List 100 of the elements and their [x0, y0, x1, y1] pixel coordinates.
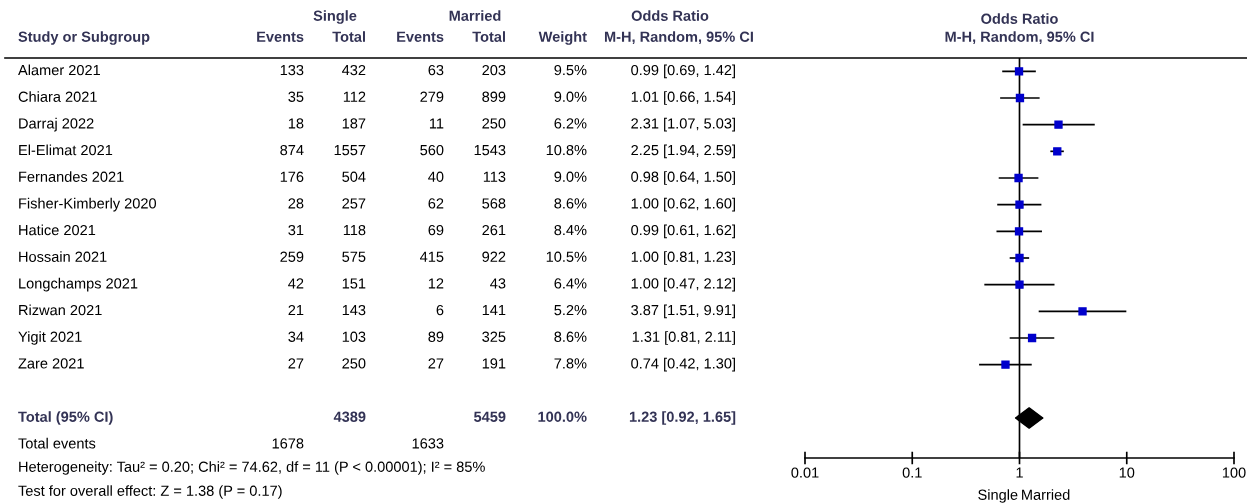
text: 4389: [333, 411, 366, 422]
text: 9.5%: [554, 64, 587, 76]
text: 141: [482, 305, 506, 316]
category-label: Events: [397, 31, 444, 42]
text: 18: [288, 118, 304, 129]
category-label: El-Elimat 2021: [19, 144, 113, 156]
text: Odds Ratio: [631, 10, 709, 21]
text: 12: [428, 278, 444, 289]
text: 6.2%: [554, 118, 587, 129]
text: 0.98 [0.64, 1.50]: [631, 171, 735, 185]
text: 0.74 [0.42, 1.30]: [631, 357, 735, 372]
text: 1678: [272, 438, 304, 449]
text: Single: [313, 10, 357, 24]
text: 6: [436, 304, 444, 316]
text: 10.5%: [546, 251, 587, 262]
text: 415: [420, 251, 444, 262]
text: 9.0%: [554, 91, 587, 102]
text: 62: [428, 198, 444, 209]
text: 922: [482, 251, 506, 262]
text: 3.87 [1.51, 9.91]: [631, 304, 735, 319]
category-label: Darraj 2022: [19, 117, 94, 132]
category-label: M-H, Random, 95% CI: [604, 31, 753, 45]
text: 1633: [412, 438, 444, 449]
text: 1557: [334, 145, 366, 156]
category-label: Weight: [538, 31, 587, 45]
text: 11: [429, 118, 444, 129]
text: 89: [428, 331, 444, 342]
text: 2.25 [1.94, 2.59]: [631, 144, 735, 159]
text: 1.23 [0.92, 1.65]: [629, 411, 736, 425]
category-label: Events: [257, 31, 304, 42]
text: 100.0%: [538, 411, 587, 422]
text: 5459: [474, 411, 506, 422]
category-label: Fernandes 2021: [19, 171, 124, 182]
text: 560: [420, 144, 444, 156]
text: 5.2%: [554, 304, 587, 316]
text: Married: [1022, 489, 1070, 500]
x-tick-label: 1: [1016, 467, 1023, 478]
text: 9.0%: [554, 171, 587, 182]
text: 874: [280, 144, 304, 156]
text: 8.4%: [554, 224, 587, 236]
text: 1.00 [0.47, 2.12]: [631, 277, 735, 292]
text: 8.6%: [554, 331, 587, 342]
category-label: Longchamps 2021: [19, 277, 138, 292]
text: Heterogeneity: Tau² = 0.20; Chi² = 74.62, df = 11 (P < 0.00001); I² = 85%: [19, 461, 485, 475]
category-label: Total events: [18, 437, 96, 449]
text: 28: [288, 198, 304, 209]
text: 103: [342, 331, 366, 342]
text: 10.8%: [546, 144, 587, 156]
text: 112: [343, 91, 366, 102]
text: 259: [280, 251, 304, 262]
category-label: Chiara 2021: [18, 91, 97, 102]
text: 31: [288, 224, 304, 236]
text: 203: [482, 64, 506, 76]
text: 568: [482, 198, 506, 209]
text: 250: [342, 358, 366, 369]
text: Married: [449, 10, 501, 21]
category-label: Total: [472, 31, 505, 42]
text: 1.01 [0.66, 1.54]: [631, 91, 735, 105]
text: 143: [342, 304, 366, 316]
category-label: Total (95% CI): [18, 411, 113, 425]
text: 151: [342, 278, 366, 289]
text: 0.99 [0.61, 1.62]: [631, 224, 735, 239]
text: 257: [342, 198, 366, 209]
text: 191: [482, 358, 506, 369]
x-tick-label: 10: [1119, 467, 1135, 478]
category-label: Yigit 2021: [18, 331, 82, 345]
text: 176: [280, 171, 304, 182]
category-label: Study or Subgroup: [18, 31, 150, 45]
text: 1.00 [0.62, 1.60]: [631, 197, 735, 212]
category-label: Hossain 2021: [19, 251, 107, 262]
text: 504: [342, 171, 366, 182]
x-tick-label: 0.01: [791, 467, 819, 478]
x-tick-label: 0.1: [902, 467, 922, 478]
text: 250: [482, 118, 506, 129]
category-label: Fisher-Kimberly 2020: [19, 197, 157, 212]
chart-subtitle: M-H, Random, 95% CI: [945, 31, 1094, 45]
text: 1.31 [0.81, 2.11]: [632, 331, 735, 345]
text: 899: [482, 91, 506, 102]
category-label: Zare 2021: [18, 358, 84, 369]
chart-title: Odds Ratio: [981, 13, 1058, 24]
text: 8.6%: [554, 198, 587, 209]
text: 1.00 [0.81, 1.23]: [631, 251, 735, 265]
text: 575: [342, 251, 366, 262]
text: 1543: [474, 144, 506, 156]
text: 187: [342, 118, 366, 129]
text: 0.99 [0.69, 1.42]: [631, 64, 735, 79]
text: 118: [343, 224, 366, 236]
text: 21: [288, 304, 304, 316]
text: 35: [288, 91, 304, 102]
category-label: Total: [332, 31, 365, 42]
text: 432: [342, 64, 366, 76]
category-label: Alamer 2021: [18, 64, 100, 76]
text: 2.31 [1.07, 5.03]: [631, 117, 735, 132]
text: 279: [420, 91, 444, 102]
x-tick-label: 100: [1222, 467, 1246, 478]
text: 261: [482, 224, 506, 236]
text: 34: [288, 331, 304, 342]
text: 42: [288, 278, 304, 289]
text: 40: [428, 171, 444, 182]
text: Single: [978, 489, 1018, 503]
